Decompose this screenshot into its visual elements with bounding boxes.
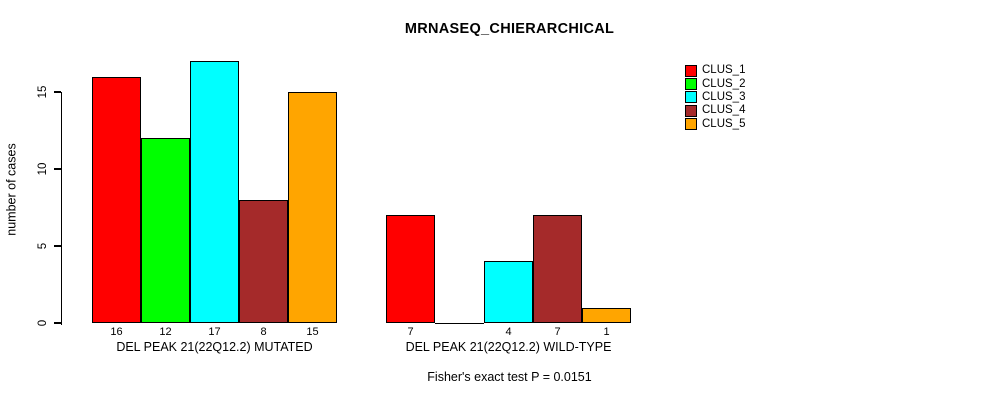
legend-label: CLUS_4 xyxy=(702,104,746,117)
legend-swatch-icon xyxy=(685,78,697,91)
y-tick-label: 5 xyxy=(37,242,49,250)
legend-label: CLUS_3 xyxy=(702,90,746,103)
zero-bar-line xyxy=(435,322,484,324)
y-axis-title: number of cases xyxy=(4,143,19,236)
legend-label: CLUS_5 xyxy=(702,117,746,130)
bar-value-label: 15 xyxy=(306,326,319,338)
y-tick-label: 10 xyxy=(37,162,49,176)
bar-clus_5 xyxy=(288,92,337,323)
y-tick-mark xyxy=(53,322,61,324)
y-axis-line xyxy=(60,92,62,325)
bar-clus_1 xyxy=(92,76,141,323)
legend-swatch-icon xyxy=(685,91,697,104)
legend-swatch-icon xyxy=(685,104,697,117)
legend-entry: CLUS_4 xyxy=(685,104,745,117)
bar-value-label: 16 xyxy=(110,326,123,338)
group-label: DEL PEAK 21(22Q12.2) MUTATED xyxy=(116,340,313,354)
legend-entry: CLUS_1 xyxy=(685,64,745,77)
bar-clus_1 xyxy=(386,215,435,323)
legend-entry: CLUS_2 xyxy=(685,77,746,91)
bar-value-label: 8 xyxy=(260,326,267,338)
legend-label: CLUS_1 xyxy=(702,64,746,77)
y-tick-label: 0 xyxy=(37,319,49,327)
bar-value-label: 12 xyxy=(159,326,172,338)
group-label: DEL PEAK 21(22Q12.2) WILD-TYPE xyxy=(405,340,612,354)
bar-value-label: 1 xyxy=(603,326,610,338)
bar-value-label: 17 xyxy=(208,326,221,338)
bar-clus_4 xyxy=(533,215,582,323)
legend-swatch-icon xyxy=(685,118,697,131)
legend: CLUS_1 CLUS_2 CLUS_3 CLUS_4 CLUS_5 xyxy=(685,64,745,131)
y-tick-mark xyxy=(53,245,61,247)
bar-clus_5 xyxy=(582,307,631,323)
bar-clus_3 xyxy=(190,61,239,323)
legend-entry: CLUS_5 xyxy=(685,118,745,131)
bar-clus_3 xyxy=(484,261,533,323)
legend-label: CLUS_2 xyxy=(702,77,746,90)
legend-entry: CLUS_3 xyxy=(685,91,745,104)
bar-clus_2 xyxy=(141,138,190,323)
y-tick-label: 15 xyxy=(37,85,49,99)
bar-value-label: 7 xyxy=(407,326,414,338)
bar-value-label: 7 xyxy=(554,326,561,338)
y-tick-mark xyxy=(53,168,61,170)
bar-clus_4 xyxy=(239,199,288,323)
chart-title: MRNASEQ_CHIERARCHICAL xyxy=(404,21,615,37)
y-tick-mark xyxy=(53,91,61,93)
bar-value-label: 4 xyxy=(505,326,512,338)
legend-swatch-icon xyxy=(685,64,697,77)
footnote: Fisher's exact test P = 0.0151 xyxy=(427,370,592,384)
